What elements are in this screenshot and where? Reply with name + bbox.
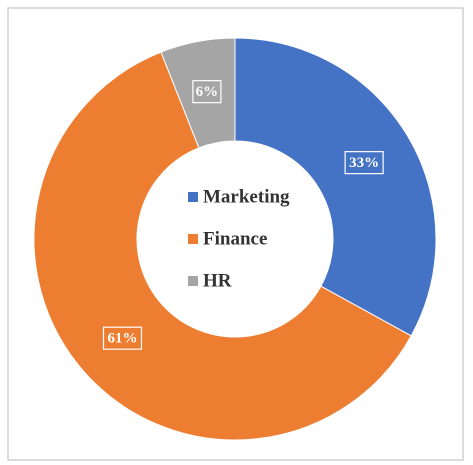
donut-slice — [234, 37, 437, 337]
data-label: 61% — [107, 331, 137, 347]
legend-swatch — [188, 234, 198, 244]
data-label-box — [102, 326, 143, 350]
legend-label: HR — [203, 270, 232, 291]
data-label-box — [344, 151, 384, 175]
data-label-box — [192, 80, 222, 104]
data-label: 6% — [196, 84, 219, 100]
legend-swatch — [188, 192, 198, 202]
legend-swatch — [188, 276, 198, 286]
legend-label: Marketing — [203, 186, 290, 207]
legend-label: Finance — [203, 228, 267, 249]
data-label: 33% — [349, 155, 379, 171]
